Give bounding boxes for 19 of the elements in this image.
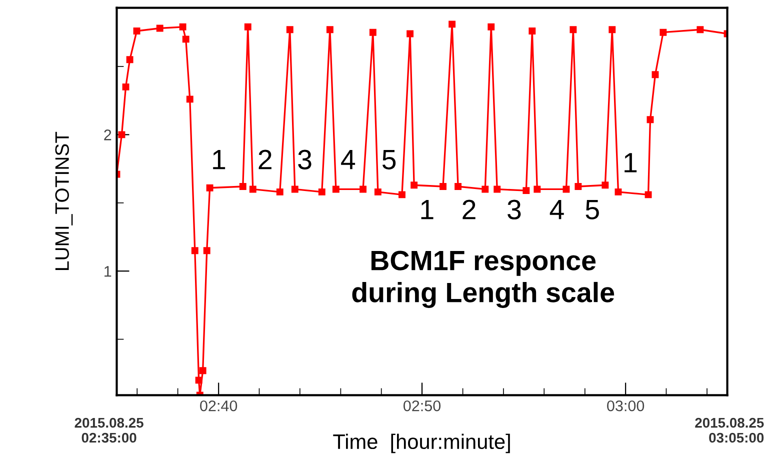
annotation: BCM1F responce during Length scale xyxy=(352,250,614,308)
x-tick-label: 03:00 xyxy=(607,400,644,412)
annotation: 1 xyxy=(421,200,434,220)
y-axis-title: LUMI_TOTINST xyxy=(55,132,73,270)
annotation: 5 xyxy=(586,200,599,220)
annotation: 4 xyxy=(550,200,564,220)
annotation: 4 xyxy=(341,150,356,170)
annotation: 3 xyxy=(298,150,312,170)
annotation: 1 xyxy=(624,153,637,172)
x-axis-title: Time [hour:minute] xyxy=(333,434,510,454)
annotation: 2 xyxy=(462,200,476,220)
annotation: 1 xyxy=(213,150,226,170)
x-tick-label: 02:50 xyxy=(404,400,441,412)
x-tick-label: 02:40 xyxy=(200,400,238,412)
annotation: 3 xyxy=(508,200,521,220)
annotation: 2 xyxy=(258,150,272,170)
annotation: 5 xyxy=(382,150,396,170)
text: 2015.08.25 03:05:00 xyxy=(695,418,764,443)
text: 2015.08.25 02:35:00 xyxy=(74,418,144,443)
